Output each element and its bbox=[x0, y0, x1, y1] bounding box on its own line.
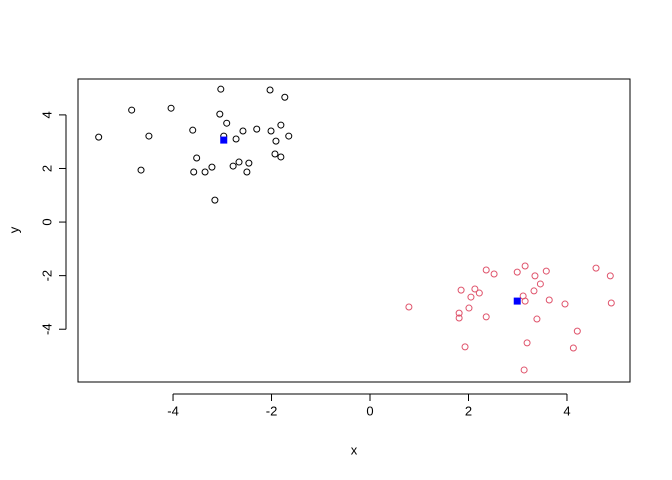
point bbox=[545, 296, 553, 304]
point bbox=[190, 168, 198, 176]
point bbox=[272, 137, 280, 145]
point bbox=[531, 272, 539, 280]
point bbox=[521, 297, 529, 305]
point bbox=[475, 289, 483, 297]
point bbox=[245, 159, 253, 167]
y-tick-label: -4 bbox=[39, 323, 54, 335]
point bbox=[542, 267, 550, 275]
point bbox=[405, 303, 413, 311]
point bbox=[455, 314, 463, 322]
point bbox=[536, 280, 544, 288]
point bbox=[467, 293, 475, 301]
point bbox=[592, 264, 600, 272]
point bbox=[232, 135, 240, 143]
point bbox=[490, 270, 498, 278]
plot-frame bbox=[77, 78, 631, 383]
point bbox=[243, 168, 251, 176]
x-tick-label: -4 bbox=[167, 403, 179, 418]
point bbox=[455, 309, 463, 317]
y-axis-label: y bbox=[6, 226, 21, 233]
y-tick-label: 0 bbox=[39, 218, 54, 225]
center-point bbox=[513, 297, 521, 305]
point bbox=[235, 158, 243, 166]
point bbox=[281, 93, 289, 101]
point bbox=[561, 300, 569, 308]
point bbox=[521, 262, 529, 270]
point bbox=[530, 287, 538, 295]
point bbox=[271, 150, 279, 158]
point bbox=[239, 127, 247, 135]
point bbox=[211, 196, 219, 204]
point bbox=[457, 286, 465, 294]
point bbox=[145, 132, 153, 140]
point bbox=[266, 86, 274, 94]
point bbox=[513, 268, 521, 276]
point bbox=[217, 85, 225, 93]
point bbox=[167, 104, 175, 112]
point bbox=[520, 366, 528, 374]
y-tick-label: -2 bbox=[39, 270, 54, 282]
point bbox=[201, 168, 209, 176]
point bbox=[277, 153, 285, 161]
point bbox=[533, 315, 541, 323]
point bbox=[193, 154, 201, 162]
point bbox=[223, 119, 231, 127]
y-tick-label: 2 bbox=[39, 165, 54, 172]
point bbox=[277, 121, 285, 129]
point bbox=[573, 327, 581, 335]
point bbox=[128, 106, 136, 114]
point bbox=[285, 132, 293, 140]
point bbox=[253, 125, 261, 133]
point bbox=[471, 285, 479, 293]
y-tick-label: 4 bbox=[39, 111, 54, 118]
point bbox=[208, 163, 216, 171]
x-tick-label: 4 bbox=[563, 403, 570, 418]
point bbox=[482, 313, 490, 321]
point bbox=[465, 304, 473, 312]
x-tick-label: 0 bbox=[366, 403, 373, 418]
point bbox=[569, 344, 577, 352]
point bbox=[267, 127, 275, 135]
point bbox=[189, 126, 197, 134]
point bbox=[482, 266, 490, 274]
point bbox=[137, 166, 145, 174]
point bbox=[216, 110, 224, 118]
center-point bbox=[220, 136, 228, 144]
point bbox=[523, 339, 531, 347]
point bbox=[95, 133, 103, 141]
x-tick-label: -2 bbox=[266, 403, 278, 418]
point bbox=[606, 272, 614, 280]
point bbox=[229, 162, 237, 170]
point bbox=[461, 343, 469, 351]
x-tick-label: 2 bbox=[465, 403, 472, 418]
x-axis-label: x bbox=[351, 442, 358, 457]
point bbox=[607, 299, 615, 307]
